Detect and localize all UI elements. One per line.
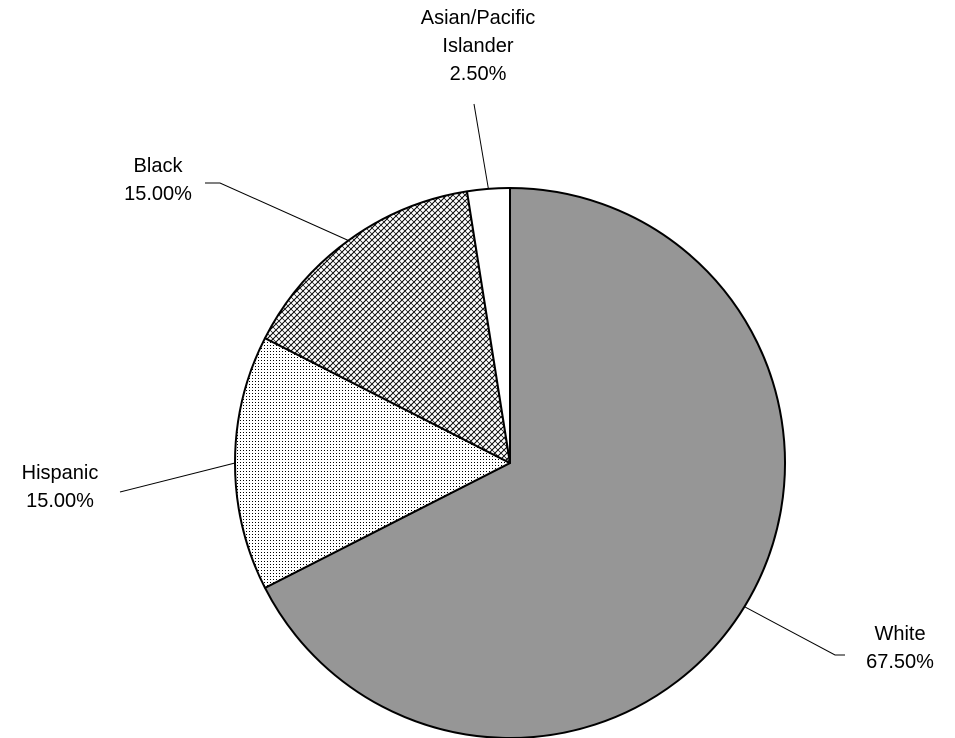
slice-label-black: Black 15.00% [98, 152, 218, 208]
slice-label-hispanic-line1: Hispanic [21, 462, 99, 484]
pie-slice-white [263, 187, 786, 738]
slice-label-white-line1: White [874, 623, 926, 645]
leader-line-hispanic [119, 462, 236, 493]
slice-label-asian-line3: 2.50% [449, 63, 507, 85]
leader-lines [119, 103, 845, 656]
slice-label-hispanic-line2: 15.00% [26, 490, 94, 512]
pie-slices [234, 187, 786, 738]
slice-label-white: White 67.50% [845, 620, 955, 676]
leader-line-black [205, 182, 349, 241]
slice-label-black-line2: 15.00% [124, 183, 192, 205]
pie-slice-hispanic [234, 337, 511, 589]
leader-line-white [744, 606, 845, 656]
slice-label-black-line1: Black [133, 155, 183, 177]
pie-slice-black [263, 190, 511, 464]
slice-label-asian: Asian/Pacific Islander 2.50% [388, 4, 568, 88]
slice-label-asian-line1: Asian/Pacific [420, 7, 536, 29]
leader-line-asian [473, 103, 489, 189]
slice-label-asian-line2: Islander [442, 35, 514, 57]
pie-slice-asian-pacific-islander [465, 187, 511, 464]
slice-label-hispanic: Hispanic 15.00% [0, 459, 120, 515]
slice-label-white-line2: 67.50% [866, 651, 934, 673]
